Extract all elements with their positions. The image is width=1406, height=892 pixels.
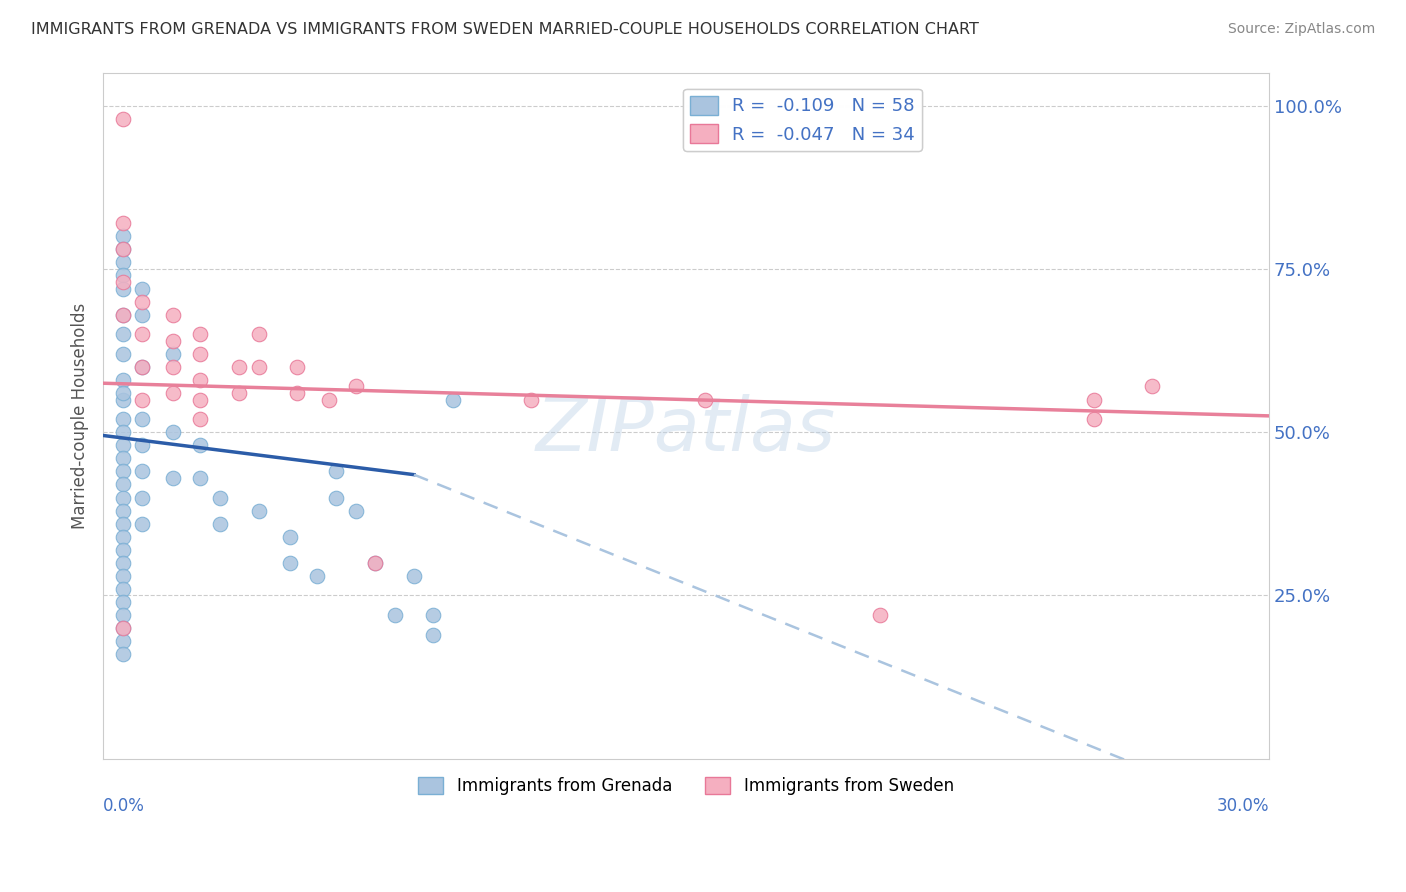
Point xyxy=(111,530,134,544)
Point xyxy=(364,556,387,570)
Point xyxy=(131,491,153,505)
Point xyxy=(111,412,134,426)
Point xyxy=(111,621,134,635)
Point xyxy=(228,386,250,401)
Text: IMMIGRANTS FROM GRENADA VS IMMIGRANTS FROM SWEDEN MARRIED-COUPLE HOUSEHOLDS CORR: IMMIGRANTS FROM GRENADA VS IMMIGRANTS FR… xyxy=(31,22,979,37)
Point xyxy=(111,425,134,440)
Point xyxy=(111,229,134,244)
Point xyxy=(111,569,134,583)
Point xyxy=(131,281,153,295)
Point xyxy=(111,347,134,361)
Point xyxy=(344,503,367,517)
Point xyxy=(111,268,134,283)
Point xyxy=(162,334,184,348)
Point xyxy=(162,347,184,361)
Point xyxy=(131,327,153,342)
Point xyxy=(247,503,270,517)
Point xyxy=(111,386,134,401)
Text: Source: ZipAtlas.com: Source: ZipAtlas.com xyxy=(1227,22,1375,37)
Point xyxy=(111,608,134,623)
Point xyxy=(111,255,134,269)
Point xyxy=(131,308,153,322)
Point xyxy=(325,464,347,478)
Point xyxy=(111,621,134,635)
Text: 30.0%: 30.0% xyxy=(1216,797,1270,814)
Point xyxy=(111,647,134,661)
Point xyxy=(111,491,134,505)
Point xyxy=(162,308,184,322)
Point xyxy=(111,392,134,407)
Point xyxy=(162,386,184,401)
Point xyxy=(208,516,231,531)
Point xyxy=(695,392,717,407)
Point xyxy=(111,243,134,257)
Point xyxy=(519,392,541,407)
Point xyxy=(188,347,211,361)
Point xyxy=(247,327,270,342)
Point xyxy=(188,438,211,452)
Point xyxy=(131,359,153,374)
Point xyxy=(131,464,153,478)
Point xyxy=(111,373,134,387)
Point xyxy=(162,425,184,440)
Point xyxy=(188,392,211,407)
Point xyxy=(111,112,134,126)
Point xyxy=(325,491,347,505)
Point xyxy=(247,359,270,374)
Point xyxy=(111,308,134,322)
Point xyxy=(111,438,134,452)
Point xyxy=(111,634,134,648)
Point xyxy=(1083,412,1105,426)
Point xyxy=(384,608,406,623)
Point xyxy=(422,608,444,623)
Point xyxy=(869,608,891,623)
Point xyxy=(111,542,134,557)
Legend: R =  -0.109   N = 58, R =  -0.047   N = 34: R = -0.109 N = 58, R = -0.047 N = 34 xyxy=(683,89,922,151)
Text: ZIPatlas: ZIPatlas xyxy=(536,393,837,466)
Point xyxy=(422,628,444,642)
Point xyxy=(111,327,134,342)
Point xyxy=(111,556,134,570)
Point xyxy=(1083,392,1105,407)
Point xyxy=(287,359,309,374)
Point xyxy=(111,464,134,478)
Point xyxy=(188,471,211,485)
Point xyxy=(364,556,387,570)
Point xyxy=(131,294,153,309)
Point xyxy=(131,516,153,531)
Point xyxy=(111,275,134,289)
Point xyxy=(131,438,153,452)
Point xyxy=(111,477,134,491)
Point xyxy=(287,386,309,401)
Point xyxy=(111,281,134,295)
Point xyxy=(131,392,153,407)
Point xyxy=(111,308,134,322)
Point xyxy=(318,392,340,407)
Point xyxy=(111,451,134,466)
Point xyxy=(131,412,153,426)
Point xyxy=(111,503,134,517)
Point xyxy=(188,412,211,426)
Point xyxy=(111,243,134,257)
Point xyxy=(111,516,134,531)
Point xyxy=(162,359,184,374)
Point xyxy=(131,359,153,374)
Point xyxy=(305,569,328,583)
Point xyxy=(278,556,301,570)
Point xyxy=(111,216,134,230)
Point xyxy=(1142,379,1164,393)
Point xyxy=(208,491,231,505)
Point xyxy=(441,392,464,407)
Point xyxy=(228,359,250,374)
Y-axis label: Married-couple Households: Married-couple Households xyxy=(72,302,89,529)
Text: 0.0%: 0.0% xyxy=(103,797,145,814)
Point xyxy=(188,373,211,387)
Point xyxy=(402,569,425,583)
Point xyxy=(278,530,301,544)
Point xyxy=(162,471,184,485)
Point xyxy=(344,379,367,393)
Point xyxy=(111,582,134,596)
Point xyxy=(111,595,134,609)
Point xyxy=(188,327,211,342)
